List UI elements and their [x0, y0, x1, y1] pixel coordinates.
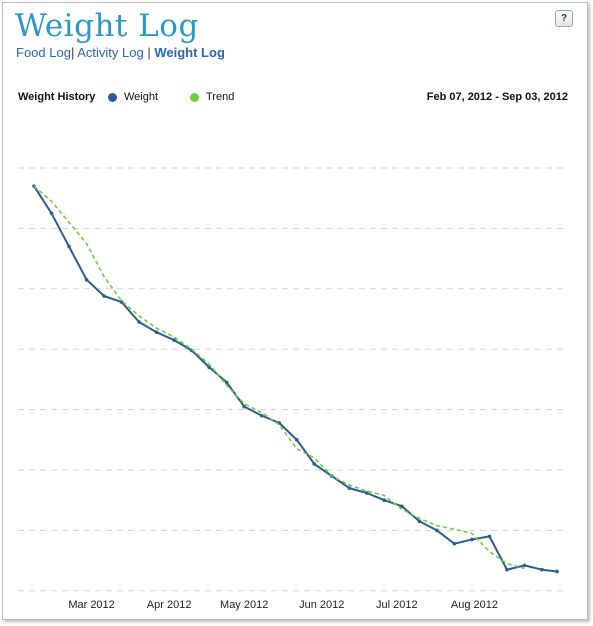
- chart-legend: Weight History Weight Trend Feb 07, 2012…: [18, 91, 568, 107]
- weight-log-panel: [2, 2, 588, 620]
- legend-weight-label: Weight: [124, 91, 159, 103]
- nav-weight-log[interactable]: Weight Log: [154, 45, 225, 60]
- weight-point: [154, 330, 159, 335]
- weight-point: [119, 300, 124, 304]
- weight-point: [365, 491, 369, 495]
- nav-activity-log[interactable]: Activity Log: [77, 45, 144, 60]
- x-tick-label: Jul 2012: [376, 599, 418, 611]
- nav-food-log[interactable]: Food Log: [16, 45, 71, 60]
- x-tick-label: May 2012: [220, 599, 268, 611]
- weight-point: [487, 534, 492, 539]
- weight-point: [522, 563, 527, 568]
- weight-point: [172, 338, 176, 342]
- weight-point: [382, 498, 387, 503]
- nav-separator: |: [70, 45, 75, 60]
- legend-trend-label: Trend: [206, 91, 235, 103]
- x-tick-label: Apr 2012: [147, 599, 192, 611]
- x-tick-label: Mar 2012: [68, 599, 114, 611]
- weight-point: [242, 404, 247, 409]
- help-button[interactable]: ?: [555, 10, 573, 27]
- trend-dot-icon: [190, 92, 199, 102]
- weight-point: [84, 277, 89, 282]
- weight-point: [540, 567, 544, 572]
- x-tick-label: Jun 2012: [299, 599, 344, 611]
- weight-point: [400, 504, 404, 509]
- weight-point: [102, 294, 106, 298]
- weight-point: [435, 528, 439, 533]
- trend-line: [33, 185, 525, 570]
- weight-point: [470, 537, 474, 542]
- chart-title: Weight History: [18, 91, 96, 103]
- legend-weight[interactable]: Weight: [108, 91, 158, 103]
- weight-point: [417, 519, 422, 524]
- weight-point: [312, 462, 317, 466]
- weight-point: [347, 486, 352, 490]
- weight-line: [33, 185, 558, 573]
- weight-point: [294, 438, 299, 442]
- weight-point: [452, 541, 457, 546]
- weight-point: [224, 380, 229, 385]
- date-range: Feb 07, 2012 - Sep 03, 2012: [426, 91, 568, 103]
- weight-point: [67, 244, 71, 249]
- legend-trend[interactable]: Trend: [190, 91, 234, 103]
- weight-point: [137, 320, 141, 324]
- nav-separator: |: [147, 45, 151, 60]
- weight-dot-icon: [108, 92, 117, 102]
- weight-point: [505, 567, 509, 572]
- page-title: Weight Log: [15, 8, 199, 44]
- weight-point: [49, 211, 54, 216]
- x-tick-label: Aug 2012: [451, 599, 498, 611]
- weight-point: [207, 365, 211, 370]
- log-nav: Food Log| Activity Log | Weight Log: [16, 45, 225, 60]
- weight-point: [555, 569, 559, 574]
- weight-point: [259, 413, 264, 418]
